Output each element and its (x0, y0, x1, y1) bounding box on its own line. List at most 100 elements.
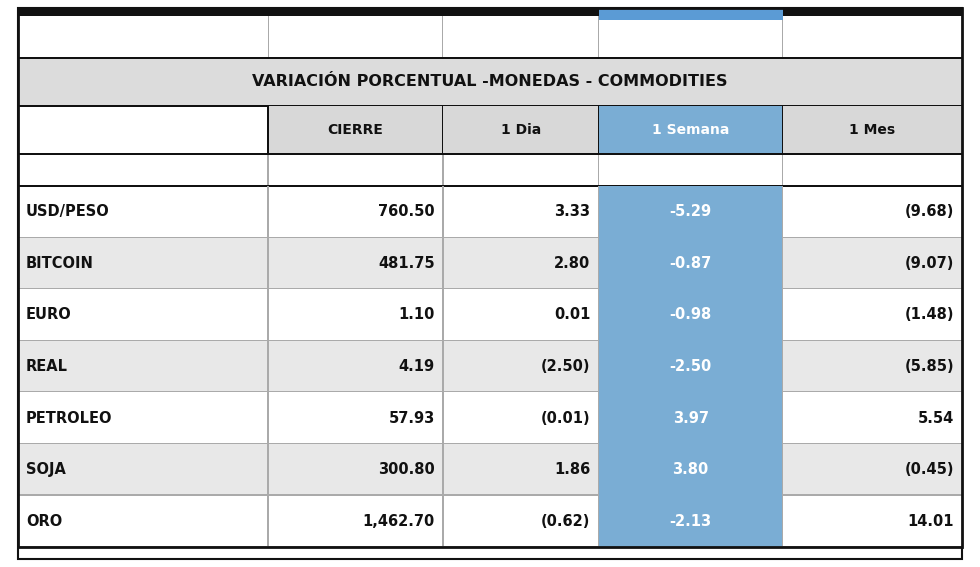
Bar (599, 496, 783, 547)
Text: 1 Semana: 1 Semana (652, 123, 729, 137)
Text: (0.62): (0.62) (541, 514, 591, 528)
Bar (782, 154, 783, 186)
Text: CIERRE: CIERRE (327, 123, 383, 137)
Bar (268, 106, 269, 154)
Bar (782, 444, 783, 496)
Bar (18, 238, 962, 289)
Text: (0.01): (0.01) (541, 411, 591, 426)
Text: 4.19: 4.19 (399, 359, 435, 374)
Text: 760.50: 760.50 (378, 204, 435, 219)
Text: 1,462.70: 1,462.70 (363, 514, 435, 528)
Bar (18, 236, 962, 238)
Text: BITCOIN: BITCOIN (26, 256, 94, 271)
Text: (9.68): (9.68) (905, 204, 954, 219)
Bar (268, 496, 269, 547)
Bar (18, 106, 962, 154)
Bar (268, 392, 269, 444)
Bar (598, 496, 600, 547)
Bar (268, 154, 269, 186)
Bar (18, 8, 962, 16)
Bar (269, 106, 443, 154)
Bar (18, 186, 962, 238)
Text: REAL: REAL (26, 359, 68, 374)
Bar (18, 340, 962, 341)
Bar (268, 16, 269, 58)
Bar (268, 444, 269, 496)
Text: -2.13: -2.13 (669, 514, 711, 528)
Bar (268, 186, 269, 238)
Text: -0.87: -0.87 (669, 256, 711, 271)
Bar (18, 341, 962, 392)
Bar (18, 443, 962, 444)
Bar (599, 444, 783, 496)
Bar (18, 8, 962, 16)
Bar (599, 392, 783, 444)
Text: (2.50): (2.50) (541, 359, 591, 374)
Bar (18, 391, 962, 392)
Text: 5.54: 5.54 (917, 411, 954, 426)
Bar (18, 289, 962, 341)
Bar (782, 496, 783, 547)
Bar (442, 341, 444, 392)
Bar (598, 154, 600, 186)
Text: -2.50: -2.50 (669, 359, 711, 374)
Bar (18, 16, 962, 58)
Text: (1.48): (1.48) (905, 307, 954, 323)
Bar (599, 238, 783, 289)
Text: SOJA: SOJA (26, 462, 66, 477)
Bar (18, 288, 962, 289)
Bar (598, 16, 599, 58)
Bar (18, 546, 962, 547)
Bar (442, 496, 444, 547)
Bar (442, 444, 444, 496)
Text: 1 Dia: 1 Dia (501, 123, 541, 137)
Bar (782, 341, 783, 392)
Bar (18, 58, 962, 106)
Bar (782, 16, 783, 58)
Bar (599, 289, 783, 341)
Text: EURO: EURO (26, 307, 72, 323)
Text: (5.85): (5.85) (905, 359, 954, 374)
Bar (598, 341, 600, 392)
Bar (442, 289, 444, 341)
Bar (783, 106, 962, 154)
Bar (18, 496, 962, 547)
Bar (598, 186, 600, 238)
Text: USD/PESO: USD/PESO (26, 204, 110, 219)
Text: -0.98: -0.98 (669, 307, 711, 323)
Text: 3.33: 3.33 (555, 204, 591, 219)
Bar (18, 154, 962, 186)
Bar (18, 57, 962, 58)
Text: ORO: ORO (26, 514, 63, 528)
Bar (598, 238, 600, 289)
Bar (268, 341, 269, 392)
Bar (599, 8, 783, 20)
Bar (782, 392, 783, 444)
Text: 3.80: 3.80 (672, 462, 709, 477)
Text: VARIACIÓN PORCENTUAL -MONEDAS - COMMODITIES: VARIACIÓN PORCENTUAL -MONEDAS - COMMODIT… (252, 74, 728, 90)
Bar (442, 392, 444, 444)
Bar (598, 106, 599, 154)
Text: 1.86: 1.86 (555, 462, 591, 477)
Bar (18, 494, 962, 496)
Bar (782, 106, 783, 154)
Text: 57.93: 57.93 (388, 411, 435, 426)
Bar (599, 106, 783, 154)
Bar (598, 444, 600, 496)
Text: 481.75: 481.75 (378, 256, 435, 271)
Bar (442, 154, 444, 186)
Text: 3.97: 3.97 (672, 411, 709, 426)
Bar (18, 444, 962, 496)
Text: -5.29: -5.29 (669, 204, 711, 219)
Text: 14.01: 14.01 (907, 514, 954, 528)
Bar (18, 184, 962, 187)
Bar (782, 289, 783, 341)
Bar (782, 238, 783, 289)
Text: 2.80: 2.80 (555, 256, 591, 271)
Text: 300.80: 300.80 (378, 462, 435, 477)
Text: 0.01: 0.01 (554, 307, 591, 323)
Text: 1 Mes: 1 Mes (850, 123, 896, 137)
Text: (9.07): (9.07) (905, 256, 954, 271)
Bar (443, 106, 599, 154)
Bar (598, 289, 600, 341)
